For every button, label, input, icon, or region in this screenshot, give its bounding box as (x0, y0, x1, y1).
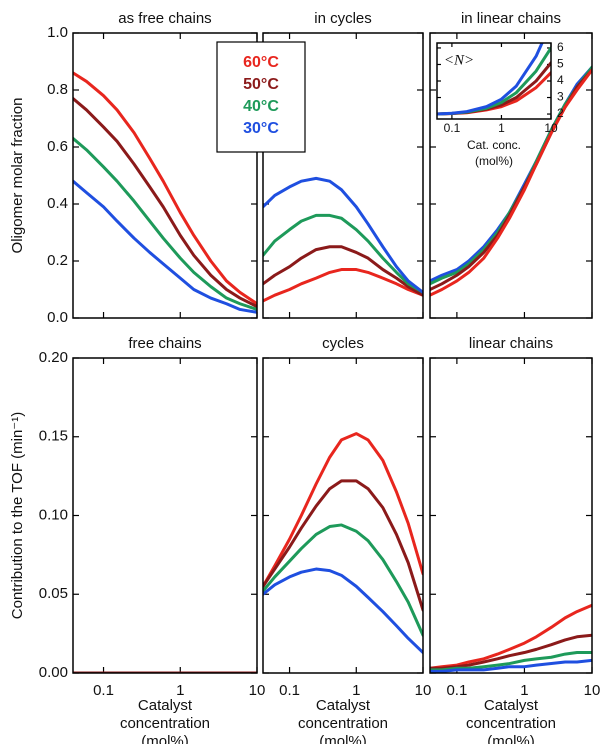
y-tick-label: 0.0 (47, 309, 68, 326)
x-axis-label: (mol%) (141, 733, 189, 744)
legend-entry: 40°C (243, 98, 279, 115)
panel-title: in cycles (314, 10, 372, 27)
series-line (430, 651, 592, 672)
y-tick-label: 5 (557, 57, 564, 71)
series-line (263, 176, 423, 294)
plot-frame (429, 32, 593, 319)
series-line (73, 136, 257, 311)
x-tick-label: 10 (584, 682, 601, 699)
x-tick-label: 1 (520, 682, 528, 699)
y-tick-label: 0.00 (39, 664, 68, 681)
y-tick-label: 2 (557, 106, 564, 120)
series-line (263, 245, 423, 297)
x-tick-label: 10 (544, 121, 558, 135)
inset: 0.1 1 102 3 4 5 6 <N> Cat. conc. (mol%) (436, 40, 564, 168)
y-tick-label: 6 (557, 40, 564, 54)
panel: free chains 0.1 1 10 0.00 0.05 0.10 0.15 0.20 Con… (9, 335, 265, 744)
panel-title: free chains (128, 335, 201, 352)
series-line (430, 68, 592, 297)
y-tick-label: 0.8 (47, 81, 68, 98)
y-tick-label: 0.10 (39, 506, 68, 523)
series-line (437, 43, 544, 116)
panel: in linear chains (429, 10, 593, 319)
y-tick-label: 3 (557, 90, 564, 104)
series-line (430, 603, 592, 670)
series-line (263, 523, 423, 637)
legend-box (216, 41, 306, 153)
panel: in cycles 60°C 50°C 40°C 30°C (216, 10, 424, 319)
x-axis-label: Catalyst (138, 697, 193, 714)
series-line (73, 97, 257, 309)
y-axis-label: <N> (444, 52, 474, 68)
x-tick-label: 0.1 (444, 121, 461, 135)
series-line (263, 567, 423, 655)
legend-entry: 50°C (243, 76, 279, 93)
series-line (263, 432, 423, 588)
x-tick-label: 0.1 (93, 682, 114, 699)
panel-title: linear chains (469, 335, 553, 352)
x-axis-label: concentration (466, 715, 556, 732)
x-axis-label: Catalyst (316, 697, 371, 714)
y-tick-label: 0.6 (47, 138, 68, 155)
panel-title: as free chains (118, 10, 211, 27)
legend-entry: 30°C (243, 120, 279, 137)
y-tick-label: 0.15 (39, 428, 68, 445)
y-axis-label: Oligomer molar fraction (9, 98, 26, 254)
y-tick-label: 0.2 (47, 252, 68, 269)
x-axis-label: Catalyst (484, 697, 539, 714)
series-line (263, 268, 423, 303)
panel-title: cycles (322, 335, 364, 352)
y-axis-label: Contribution to the TOF (min⁻¹) (9, 412, 26, 619)
plot-frame (436, 42, 552, 120)
x-axis-label: concentration (120, 715, 210, 732)
x-tick-label: 0.1 (279, 682, 300, 699)
panel: linear chains 0.1 1 10 Catalystconcentration… (429, 335, 601, 744)
x-tick-label: 10 (415, 682, 432, 699)
x-axis-label: Cat. conc. (467, 138, 521, 152)
x-axis-label: (mol%) (319, 733, 367, 744)
series-line (263, 213, 423, 294)
x-tick-label: 1 (498, 121, 505, 135)
y-tick-label: 4 (557, 73, 564, 87)
x-axis-label: concentration (298, 715, 388, 732)
panel-title: in linear chains (461, 10, 561, 27)
x-tick-label: 0.1 (446, 682, 467, 699)
series-line (263, 479, 423, 612)
series-line (430, 658, 592, 673)
legend-entry: 60°C (243, 54, 279, 71)
x-tick-label: 1 (176, 682, 184, 699)
plot-frame (429, 357, 593, 674)
series-line (73, 179, 257, 314)
x-tick-label: 1 (352, 682, 360, 699)
x-tick-label: 10 (249, 682, 266, 699)
plot-frame (262, 357, 424, 674)
panel: as free chains 0.0 0.2 0.4 0.6 0.8 1.0 Oligomer… (9, 10, 258, 326)
series-line (430, 633, 592, 670)
plot-frame (72, 357, 258, 674)
y-tick-label: 0.4 (47, 195, 68, 212)
series-line (73, 71, 257, 306)
y-tick-label: 1.0 (47, 24, 68, 41)
x-axis-label: (mol%) (475, 154, 513, 168)
plot-frame (72, 32, 258, 319)
x-axis-label: (mol%) (487, 733, 535, 744)
plot-frame (262, 32, 424, 319)
y-tick-label: 0.05 (39, 585, 68, 602)
y-tick-label: 0.20 (39, 349, 68, 366)
